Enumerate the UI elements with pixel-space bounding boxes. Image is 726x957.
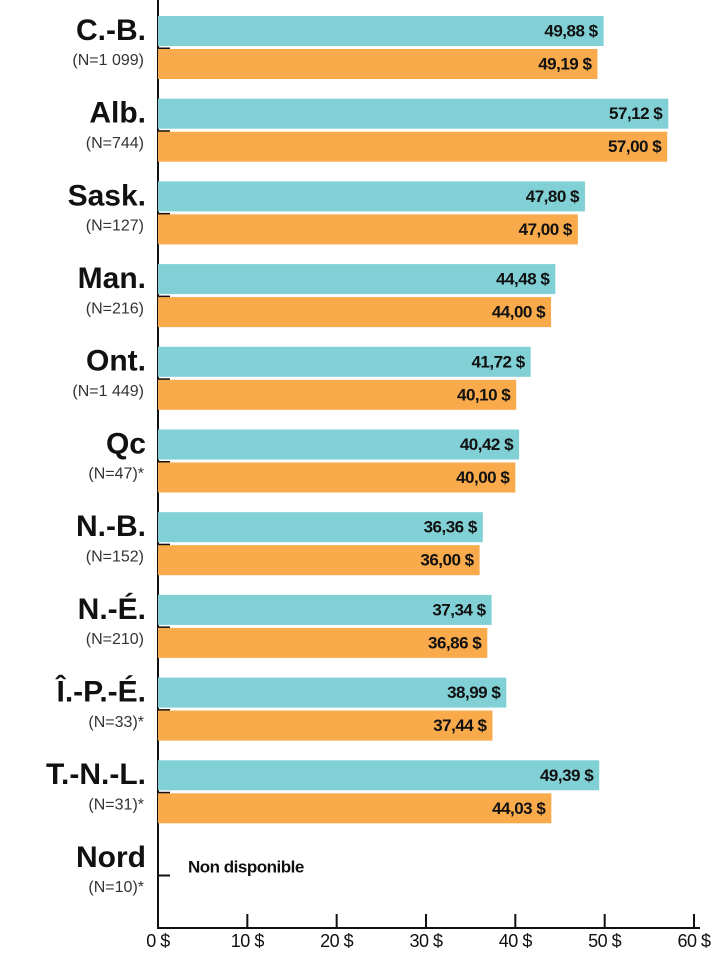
x-tick-label: 20 $ bbox=[320, 931, 354, 951]
category-label: T.-N.-L. bbox=[46, 758, 146, 791]
value-label: 44,00 $ bbox=[492, 303, 546, 322]
bar bbox=[158, 594, 492, 625]
sample-size: (N=210) bbox=[86, 631, 144, 648]
value-label: 49,19 $ bbox=[538, 54, 592, 73]
value-label: 47,00 $ bbox=[519, 220, 573, 239]
sample-size: (N=216) bbox=[86, 300, 144, 317]
category-label: C.-B. bbox=[76, 14, 146, 47]
annotation: Non disponible bbox=[188, 857, 304, 876]
bar bbox=[158, 49, 598, 79]
x-tick-label: 60 $ bbox=[677, 931, 711, 951]
value-label: 41,72 $ bbox=[471, 352, 525, 371]
category-label: Sask. bbox=[68, 179, 146, 212]
value-label: 49,88 $ bbox=[544, 21, 598, 40]
sample-size: (N=31)* bbox=[88, 797, 144, 814]
category-label: N.-B. bbox=[76, 510, 146, 543]
value-label: 57,12 $ bbox=[609, 104, 663, 123]
sample-size: (N=152) bbox=[86, 548, 144, 565]
value-label: 40,42 $ bbox=[460, 435, 514, 454]
x-tick-label: 50 $ bbox=[588, 931, 622, 951]
value-label: 36,86 $ bbox=[428, 633, 482, 652]
sample-size: (N=744) bbox=[86, 135, 144, 152]
bar bbox=[158, 760, 600, 791]
bar bbox=[158, 627, 488, 658]
category-label: Alb. bbox=[89, 97, 146, 130]
sample-size: (N=47)* bbox=[88, 466, 144, 483]
sample-size: (N=127) bbox=[86, 218, 144, 235]
x-tick-label: 30 $ bbox=[409, 931, 443, 951]
bar bbox=[158, 545, 480, 576]
category-label: Î.-P.-É. bbox=[55, 675, 146, 709]
bar bbox=[158, 512, 483, 543]
value-label: 49,39 $ bbox=[540, 766, 594, 785]
sample-size: (N=33)* bbox=[88, 714, 144, 731]
bar bbox=[158, 379, 517, 410]
bar bbox=[158, 214, 578, 245]
bar bbox=[158, 677, 507, 708]
value-label: 40,10 $ bbox=[457, 385, 511, 404]
bar bbox=[158, 98, 669, 129]
x-tick-label: 10 $ bbox=[231, 931, 265, 951]
bar bbox=[158, 181, 586, 212]
x-tick-label: 40 $ bbox=[499, 931, 533, 951]
value-label: 36,36 $ bbox=[424, 518, 478, 537]
bar bbox=[158, 793, 552, 824]
bar bbox=[158, 16, 604, 46]
x-tick-label: 0 $ bbox=[146, 931, 170, 951]
bar bbox=[158, 297, 552, 328]
value-label: 40,00 $ bbox=[456, 468, 510, 487]
value-label: 44,03 $ bbox=[492, 799, 546, 818]
value-label: 37,34 $ bbox=[432, 600, 486, 619]
bar bbox=[158, 264, 556, 295]
bar bbox=[158, 346, 531, 377]
value-label: 57,00 $ bbox=[608, 137, 662, 156]
value-label: 37,44 $ bbox=[433, 716, 487, 735]
bar bbox=[158, 131, 668, 162]
value-label: 38,99 $ bbox=[447, 683, 501, 702]
category-label: Man. bbox=[78, 262, 146, 295]
bar bbox=[158, 710, 493, 741]
category-label: Nord bbox=[76, 841, 146, 874]
bar bbox=[158, 429, 520, 460]
category-label: N.-É. bbox=[78, 592, 146, 626]
value-label: 47,80 $ bbox=[526, 187, 580, 206]
value-label: 44,48 $ bbox=[496, 270, 550, 289]
category-label: Qc bbox=[106, 427, 146, 460]
sample-size: (N=10)* bbox=[88, 879, 144, 896]
bar bbox=[158, 462, 516, 493]
sample-size: (N=1 449) bbox=[72, 383, 144, 400]
value-label: 36,00 $ bbox=[420, 551, 474, 570]
sample-size: (N=1 099) bbox=[72, 52, 144, 69]
category-label: Ont. bbox=[86, 345, 146, 378]
